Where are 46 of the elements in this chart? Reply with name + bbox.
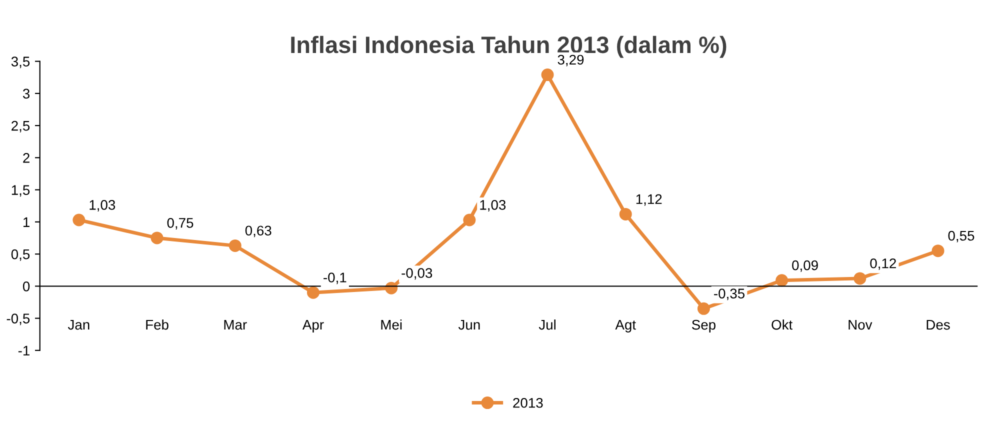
point xyxy=(697,302,710,315)
data-label: -0,03 xyxy=(402,268,432,280)
x-tick-label: Mei xyxy=(381,319,402,330)
x-tick-label: Apr xyxy=(302,320,324,332)
x-tick-label: Okt xyxy=(772,319,793,330)
point xyxy=(619,208,632,220)
data-label: 0,12 xyxy=(870,258,896,270)
y-tick-label: -1 xyxy=(18,346,30,356)
data-label: 0,09 xyxy=(792,260,818,272)
legend-label: 2013 xyxy=(513,398,543,408)
x-tick-label: Jan xyxy=(68,320,90,330)
data-label: -0,1 xyxy=(324,272,346,284)
point xyxy=(932,244,944,258)
data-label: 1,12 xyxy=(636,194,662,206)
x-tick-label: Nov xyxy=(848,320,872,330)
point xyxy=(463,214,476,226)
point xyxy=(150,232,164,244)
y-tick-label: 0 xyxy=(22,281,30,292)
y-tick-label: 3 xyxy=(22,88,30,99)
point xyxy=(72,214,86,226)
data-label: -0,35 xyxy=(714,288,745,300)
x-tick-label: Mar xyxy=(224,320,247,330)
point xyxy=(228,239,242,252)
y-tick-label: 1,5 xyxy=(12,185,30,197)
y-tick-label: 0,5 xyxy=(11,249,30,261)
y-tick-label: 3,5 xyxy=(11,56,30,68)
y-tick-label: 1 xyxy=(23,217,30,227)
x-tick-label: Jul xyxy=(538,319,556,330)
point xyxy=(541,68,554,82)
x-tick-label: Des xyxy=(926,320,950,330)
x-tick-label: Jun xyxy=(458,320,480,330)
point xyxy=(306,286,320,299)
data-label: 0,55 xyxy=(948,230,974,242)
data-label: 0,75 xyxy=(167,218,194,230)
x-tick-label: Agt xyxy=(615,320,636,332)
y-tick-label: 2 xyxy=(23,153,30,163)
data-label: 1,03 xyxy=(90,200,116,212)
x-tick-label: Feb xyxy=(146,319,168,330)
point xyxy=(854,272,866,285)
point xyxy=(385,282,398,294)
y-tick-label: -0,5 xyxy=(6,314,30,326)
data-label: 1,03 xyxy=(480,200,506,212)
y-tick-label: 2,5 xyxy=(12,120,30,132)
point xyxy=(776,274,788,287)
x-tick-label: Sep xyxy=(692,320,716,332)
data-label: 0,63 xyxy=(245,226,272,238)
